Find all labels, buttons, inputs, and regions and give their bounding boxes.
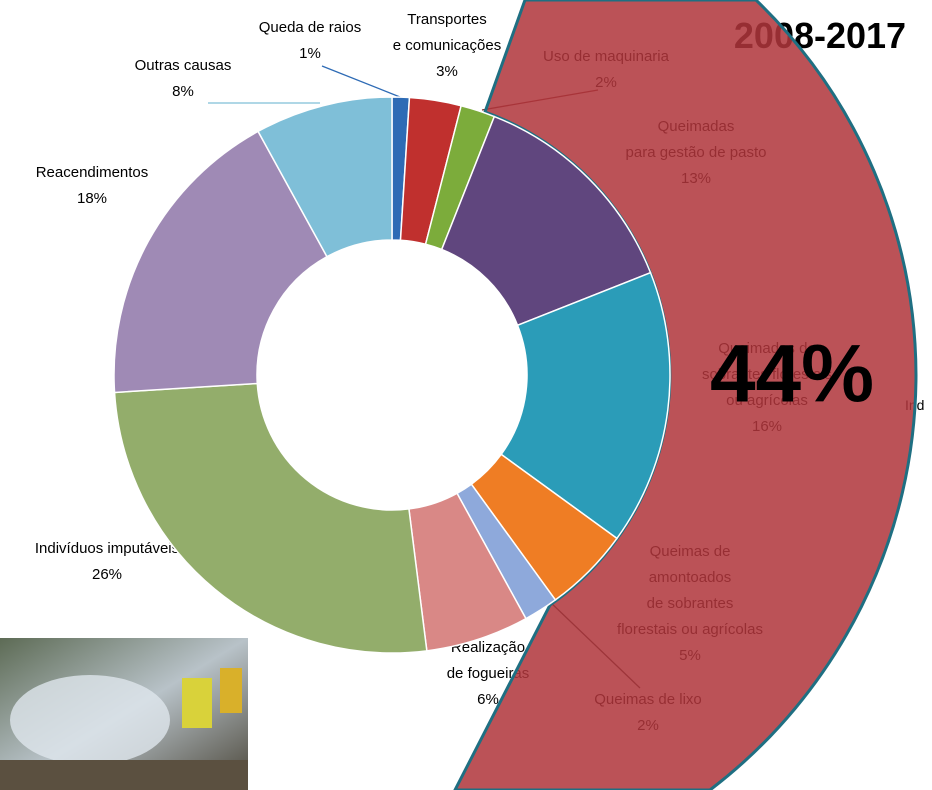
donut-slice (113, 382, 428, 654)
category-label: Transportes e comunicações (392, 11, 502, 54)
value-label: 1% (299, 45, 321, 62)
slice-label: Indivíduos imputáveis 26% (35, 536, 179, 588)
value-label: 8% (172, 83, 194, 100)
smoke (10, 675, 170, 765)
category-label: Outras causas (134, 57, 232, 74)
donut-slice (257, 96, 393, 258)
donut (113, 96, 671, 654)
category-label: Realização de fogueiras (446, 639, 530, 682)
firefighter (220, 668, 242, 713)
slice-label: Transportes e comunicações 3% (393, 7, 501, 85)
slice-label: Queda de raios 1% (259, 15, 362, 67)
category-label: Queda de raios (258, 19, 362, 36)
leader-line (321, 65, 401, 98)
ground (0, 760, 248, 790)
value-label: 3% (436, 63, 458, 80)
slice-label: Realização de fogueiras 6% (447, 635, 530, 713)
highlight-label: 44% (710, 329, 874, 420)
value-label: 18% (76, 190, 108, 207)
photo (0, 638, 248, 790)
value-label: 6% (477, 691, 499, 708)
firefighter (182, 678, 212, 728)
donut-slice (113, 130, 328, 394)
category-label: Reacendimentos (35, 164, 149, 181)
donut-slice (440, 115, 652, 327)
donut-slice (500, 271, 671, 540)
value-label: 26% (91, 566, 123, 583)
slice-label: Reacendimentos 18% (36, 160, 149, 212)
category-label: Indivíduos imputáveis (34, 540, 180, 557)
slice-label: Outras causas 8% (135, 53, 232, 105)
